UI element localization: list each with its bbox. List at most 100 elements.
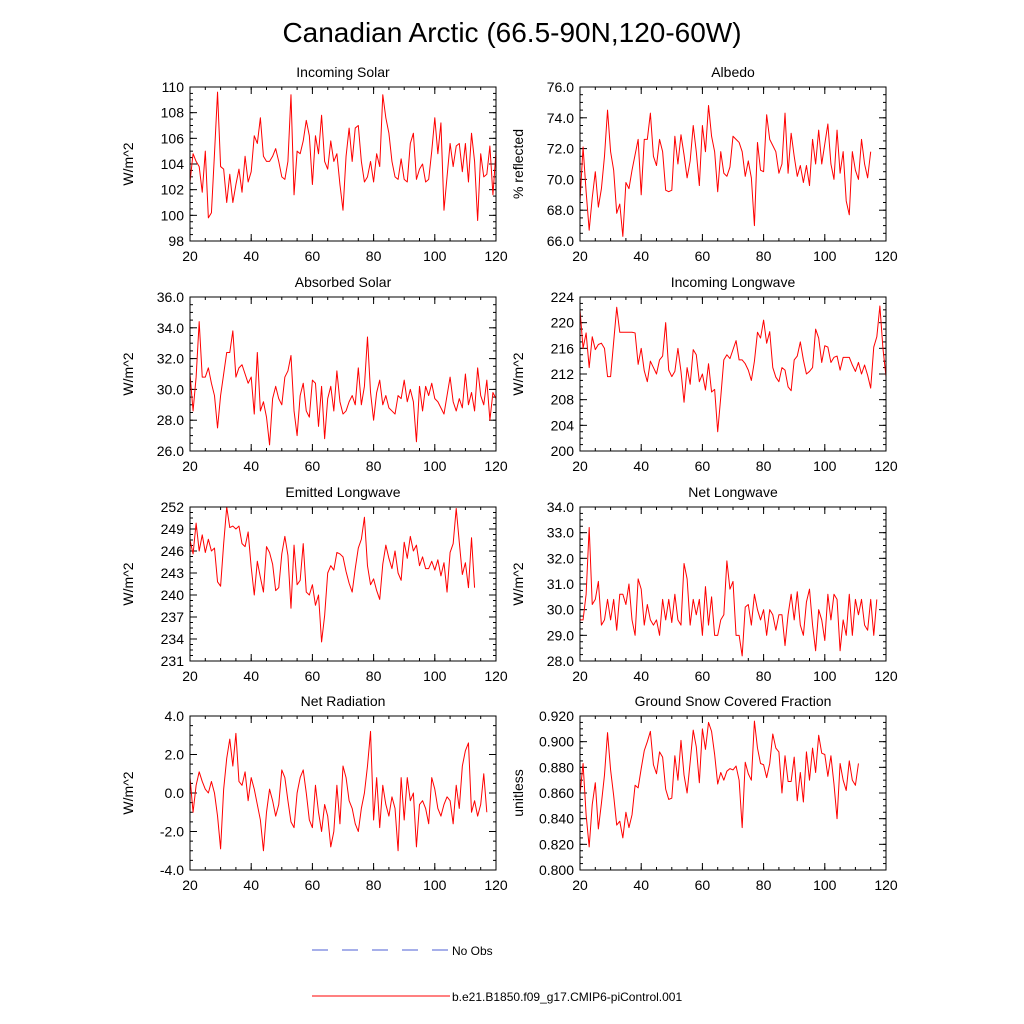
y-tick-label: 76.0	[547, 79, 574, 95]
y-tick-label: 30.0	[547, 602, 574, 618]
plot-frame-net-radiation	[189, 715, 497, 871]
y-tick-label: 240	[161, 587, 185, 603]
x-tick-label: 60	[695, 248, 711, 264]
panel-emitted-longwave: Emitted Longwave W/m^2 20 40 60 80 100 120 231 23…	[120, 484, 508, 684]
x-tick-label: 120	[874, 877, 898, 893]
panel-albedo: Albedo % reflected 20 40 60 80 100 120 66.0 68.0 7…	[510, 64, 898, 264]
y-tick-label: 102	[161, 182, 185, 198]
y-axis-label-incoming-longwave: W/m^2	[510, 352, 526, 395]
panel-incoming-longwave: Incoming Longwave W/m^2 20 40 60 80 100 120 200 2…	[510, 274, 898, 474]
y-tick-label: 231	[161, 653, 185, 669]
series-line-emitted-longwave	[189, 506, 476, 643]
x-tick-label: 40	[243, 877, 259, 893]
x-tick-label: 20	[182, 458, 198, 474]
x-tick-label: 120	[874, 458, 898, 474]
x-tick-label: 40	[243, 458, 259, 474]
y-tick-label: 31.0	[547, 576, 574, 592]
x-tick-label: 20	[572, 668, 588, 684]
y-tick-label: 66.0	[547, 233, 574, 249]
x-tick-label: 80	[366, 458, 382, 474]
x-tick-label: 40	[633, 458, 649, 474]
panel-title-incoming-longwave: Incoming Longwave	[671, 274, 796, 290]
x-tick-label: 100	[813, 458, 837, 474]
legend-label-picontrol: b.e21.B1850.f09_g17.CMIP6-piControl.001	[452, 990, 682, 1004]
y-axis-label-absorbed-solar: W/m^2	[120, 352, 136, 395]
y-tick-label: 72.0	[547, 141, 574, 157]
series-line-incoming-longwave	[579, 305, 887, 433]
y-tick-label: 246	[161, 543, 185, 559]
x-tick-label: 60	[305, 248, 321, 264]
panels-container: Incoming Solar W/m^2 20 40 60 80 100 120 98 100 10…	[120, 64, 898, 893]
y-tick-label: 200	[551, 443, 575, 459]
y-tick-label: 224	[551, 289, 575, 305]
series-line-net-longwave	[580, 527, 878, 657]
plot-frame-absorbed-solar	[189, 296, 497, 452]
x-tick-label: 80	[756, 668, 772, 684]
y-tick-label: 0.820	[539, 836, 574, 852]
x-tick-label: 120	[484, 458, 508, 474]
y-tick-label: 28.0	[157, 412, 184, 428]
x-tick-label: 40	[243, 668, 259, 684]
y-tick-label: 0.920	[539, 708, 574, 724]
figure-title: Canadian Arctic (66.5-90N,120-60W)	[282, 17, 741, 48]
y-tick-label: 106	[161, 130, 185, 146]
y-tick-label: 108	[161, 105, 185, 121]
series-line-incoming-solar	[189, 91, 497, 221]
series-line-ground-snow-covered-fraction	[579, 720, 859, 848]
panel-net-longwave: Net Longwave W/m^2 20 40 60 80 100 120 28.0 29.0 3…	[510, 484, 898, 684]
y-tick-label: 220	[551, 315, 575, 331]
y-tick-label: 36.0	[157, 289, 184, 305]
panel-absorbed-solar: Absorbed Solar W/m^2 20 40 60 80 100 120 26.0 28.…	[120, 274, 508, 474]
panel-incoming-solar: Incoming Solar W/m^2 20 40 60 80 100 120 98 100 10…	[120, 64, 508, 264]
x-tick-label: 80	[756, 458, 772, 474]
x-tick-label: 20	[182, 877, 198, 893]
y-tick-label: 74.0	[547, 110, 574, 126]
plot-frame-incoming-solar	[189, 86, 497, 242]
y-tick-label: 28.0	[547, 653, 574, 669]
x-tick-label: 80	[366, 668, 382, 684]
y-axis-label-net-radiation: W/m^2	[120, 771, 136, 814]
series-line-absorbed-solar	[189, 321, 497, 446]
y-tick-label: 0.0	[165, 785, 185, 801]
y-tick-label: 243	[161, 565, 185, 581]
x-tick-label: 20	[182, 668, 198, 684]
panel-ground-snow-covered-fraction: Ground Snow Covered Fraction unitless 20 40…	[510, 693, 898, 893]
y-tick-label: 34.0	[547, 499, 574, 515]
y-tick-label: 70.0	[547, 171, 574, 187]
x-tick-label: 60	[695, 668, 711, 684]
x-tick-label: 100	[813, 877, 837, 893]
x-tick-label: 120	[484, 877, 508, 893]
panel-title-emitted-longwave: Emitted Longwave	[285, 484, 400, 500]
y-tick-label: 0.840	[539, 811, 574, 827]
x-tick-label: 60	[695, 458, 711, 474]
x-tick-label: 100	[423, 877, 447, 893]
x-tick-label: 80	[756, 877, 772, 893]
plot-frame-albedo	[579, 86, 887, 242]
panel-title-ground-snow-covered-fraction: Ground Snow Covered Fraction	[635, 693, 832, 709]
y-axis-label-net-longwave: W/m^2	[510, 562, 526, 605]
y-tick-label: 234	[161, 631, 185, 647]
y-tick-label: 34.0	[157, 320, 184, 336]
x-tick-label: 100	[423, 248, 447, 264]
y-tick-label: 4.0	[165, 708, 185, 724]
x-tick-label: 40	[633, 877, 649, 893]
x-tick-label: 60	[305, 458, 321, 474]
x-tick-label: 120	[484, 668, 508, 684]
y-tick-label: 30.0	[157, 381, 184, 397]
x-tick-label: 120	[484, 248, 508, 264]
panel-title-net-longwave: Net Longwave	[688, 484, 778, 500]
y-tick-label: 98	[168, 233, 184, 249]
panel-title-absorbed-solar: Absorbed Solar	[295, 274, 392, 290]
x-tick-label: 80	[366, 248, 382, 264]
x-tick-label: 60	[695, 877, 711, 893]
legend: No Obs b.e21.B1850.f09_g17.CMIP6-piContr…	[312, 944, 682, 1004]
y-tick-label: 237	[161, 609, 185, 625]
y-tick-label: -2.0	[160, 824, 184, 840]
y-tick-label: 110	[162, 79, 185, 95]
plot-frame-emitted-longwave	[189, 506, 497, 662]
x-tick-label: 120	[874, 248, 898, 264]
y-tick-label: 68.0	[547, 202, 574, 218]
panel-title-albedo: Albedo	[711, 64, 755, 80]
y-tick-label: 32.0	[547, 550, 574, 566]
